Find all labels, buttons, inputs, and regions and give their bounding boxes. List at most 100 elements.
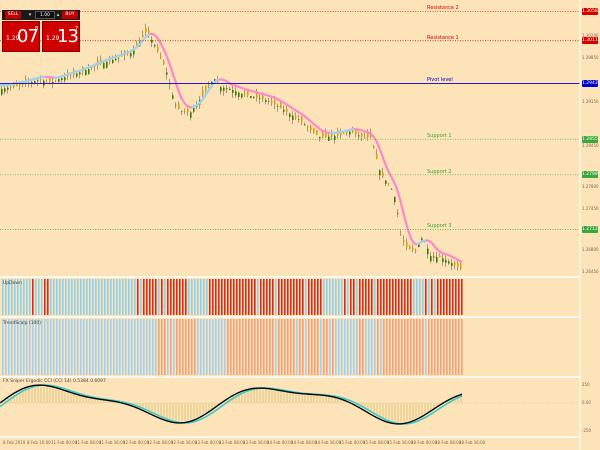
sell-button[interactable]: SELL	[5, 11, 21, 19]
ma-segment	[419, 240, 424, 244]
ma-segment	[344, 129, 349, 133]
trendscalp-bar	[53, 319, 55, 375]
ma-segment	[230, 83, 235, 87]
candle-body	[205, 85, 207, 91]
updown-bar	[299, 279, 301, 315]
trendscalp-bar	[206, 319, 208, 375]
candle-body	[346, 131, 348, 133]
osc-signal-segment	[81, 393, 85, 396]
updown-bar	[89, 279, 91, 315]
osc-main-segment	[75, 393, 79, 396]
updown-bar	[332, 279, 334, 315]
ma-segment	[323, 130, 328, 134]
candle-body	[334, 135, 336, 141]
updown-bar	[248, 279, 250, 315]
osc-main-segment	[9, 393, 13, 397]
chart-frame	[0, 0, 581, 450]
candle-body	[391, 189, 393, 190]
osc-signal-segment	[5, 400, 9, 403]
ma-segment	[125, 50, 130, 55]
trendscalp-bar	[227, 319, 229, 375]
updown-bar	[143, 279, 145, 315]
candle-body	[4, 88, 6, 92]
updown-bar	[425, 279, 427, 315]
trendscalp-bar	[377, 319, 379, 375]
time-axis-label: 12 Feb 16:00	[171, 440, 198, 445]
candle-body	[19, 83, 21, 86]
ma-segment	[311, 121, 316, 126]
trendscalp-bar	[458, 319, 460, 375]
candle-body	[427, 248, 429, 255]
ask-price-tile[interactable]: 1.29 13 7	[42, 21, 80, 52]
trendscalp-bar	[92, 319, 94, 375]
candle-body	[457, 263, 459, 267]
candle-body	[259, 98, 261, 99]
candle-body	[157, 46, 159, 52]
osc-signal-segment	[351, 400, 355, 404]
updown-bar	[392, 279, 394, 315]
time-axis-label: 15 Feb 16:00	[387, 440, 414, 445]
trendscalp-bar	[149, 319, 151, 375]
trendscalp-bar	[269, 319, 271, 375]
updown-bar	[179, 279, 181, 315]
candle-body	[166, 72, 168, 75]
volume-input[interactable]: 1.00	[35, 11, 55, 19]
updown-bar	[443, 279, 445, 315]
updown-bar	[62, 279, 64, 315]
osc-main-segment	[13, 391, 17, 394]
trendscalp-bar	[185, 319, 187, 375]
candle-body	[277, 106, 279, 107]
osc-signal-segment	[359, 404, 363, 408]
trendscalp-bar	[233, 319, 235, 375]
osc-signal-segment	[7, 398, 11, 402]
candle-body	[295, 115, 297, 118]
ma-segment	[347, 128, 352, 132]
osc-main-segment	[341, 398, 345, 401]
updown-bar	[17, 279, 19, 315]
volume-down-icon[interactable]: ▾	[28, 12, 32, 18]
updown-bar	[80, 279, 82, 315]
bid-price-tile[interactable]: 1.29 07 8	[2, 21, 40, 52]
candle-body	[202, 90, 204, 96]
updown-bar	[296, 279, 298, 315]
volume-up-icon[interactable]: ▴	[56, 12, 60, 18]
osc-signal-segment	[193, 420, 197, 423]
osc-signal-segment	[211, 411, 215, 414]
osc-main-segment	[449, 397, 453, 400]
osc-signal-segment	[209, 412, 213, 415]
updown-bar	[122, 279, 124, 315]
osc-signal-segment	[417, 419, 421, 422]
osc-signal-segment	[225, 401, 229, 404]
trendscalp-bar	[443, 319, 445, 375]
buy-button[interactable]: BUY	[62, 11, 78, 19]
updown-bar	[386, 279, 388, 315]
trendscalp-bar	[191, 319, 193, 375]
updown-bar	[176, 279, 178, 315]
time-axis-label: 8 Feb 2019	[3, 440, 26, 445]
osc-main-segment	[425, 412, 429, 415]
trendscalp-bar	[455, 319, 457, 375]
ma-segment	[449, 254, 454, 259]
trendscalp-bar	[5, 319, 7, 375]
trendscalp-bar	[203, 319, 205, 375]
candle-body	[280, 102, 282, 108]
trendscalp-bar	[329, 319, 331, 375]
candle-body	[181, 111, 183, 112]
ma-segment	[161, 45, 166, 53]
trendscalp-bar	[188, 319, 190, 375]
osc-main-segment	[61, 388, 65, 391]
candle-body	[445, 259, 447, 263]
ma-segment	[89, 64, 94, 68]
trendscalp-bar	[62, 319, 64, 375]
updown-bar	[344, 279, 346, 315]
updown-bar	[173, 279, 175, 315]
candle-body	[52, 81, 54, 84]
trendscalp-bar	[422, 319, 424, 375]
updown-bar	[461, 279, 463, 315]
trendscalp-bar	[311, 319, 313, 375]
ma-segment	[269, 95, 274, 99]
trendscalp-bar	[74, 319, 76, 375]
updown-bar	[371, 279, 373, 315]
